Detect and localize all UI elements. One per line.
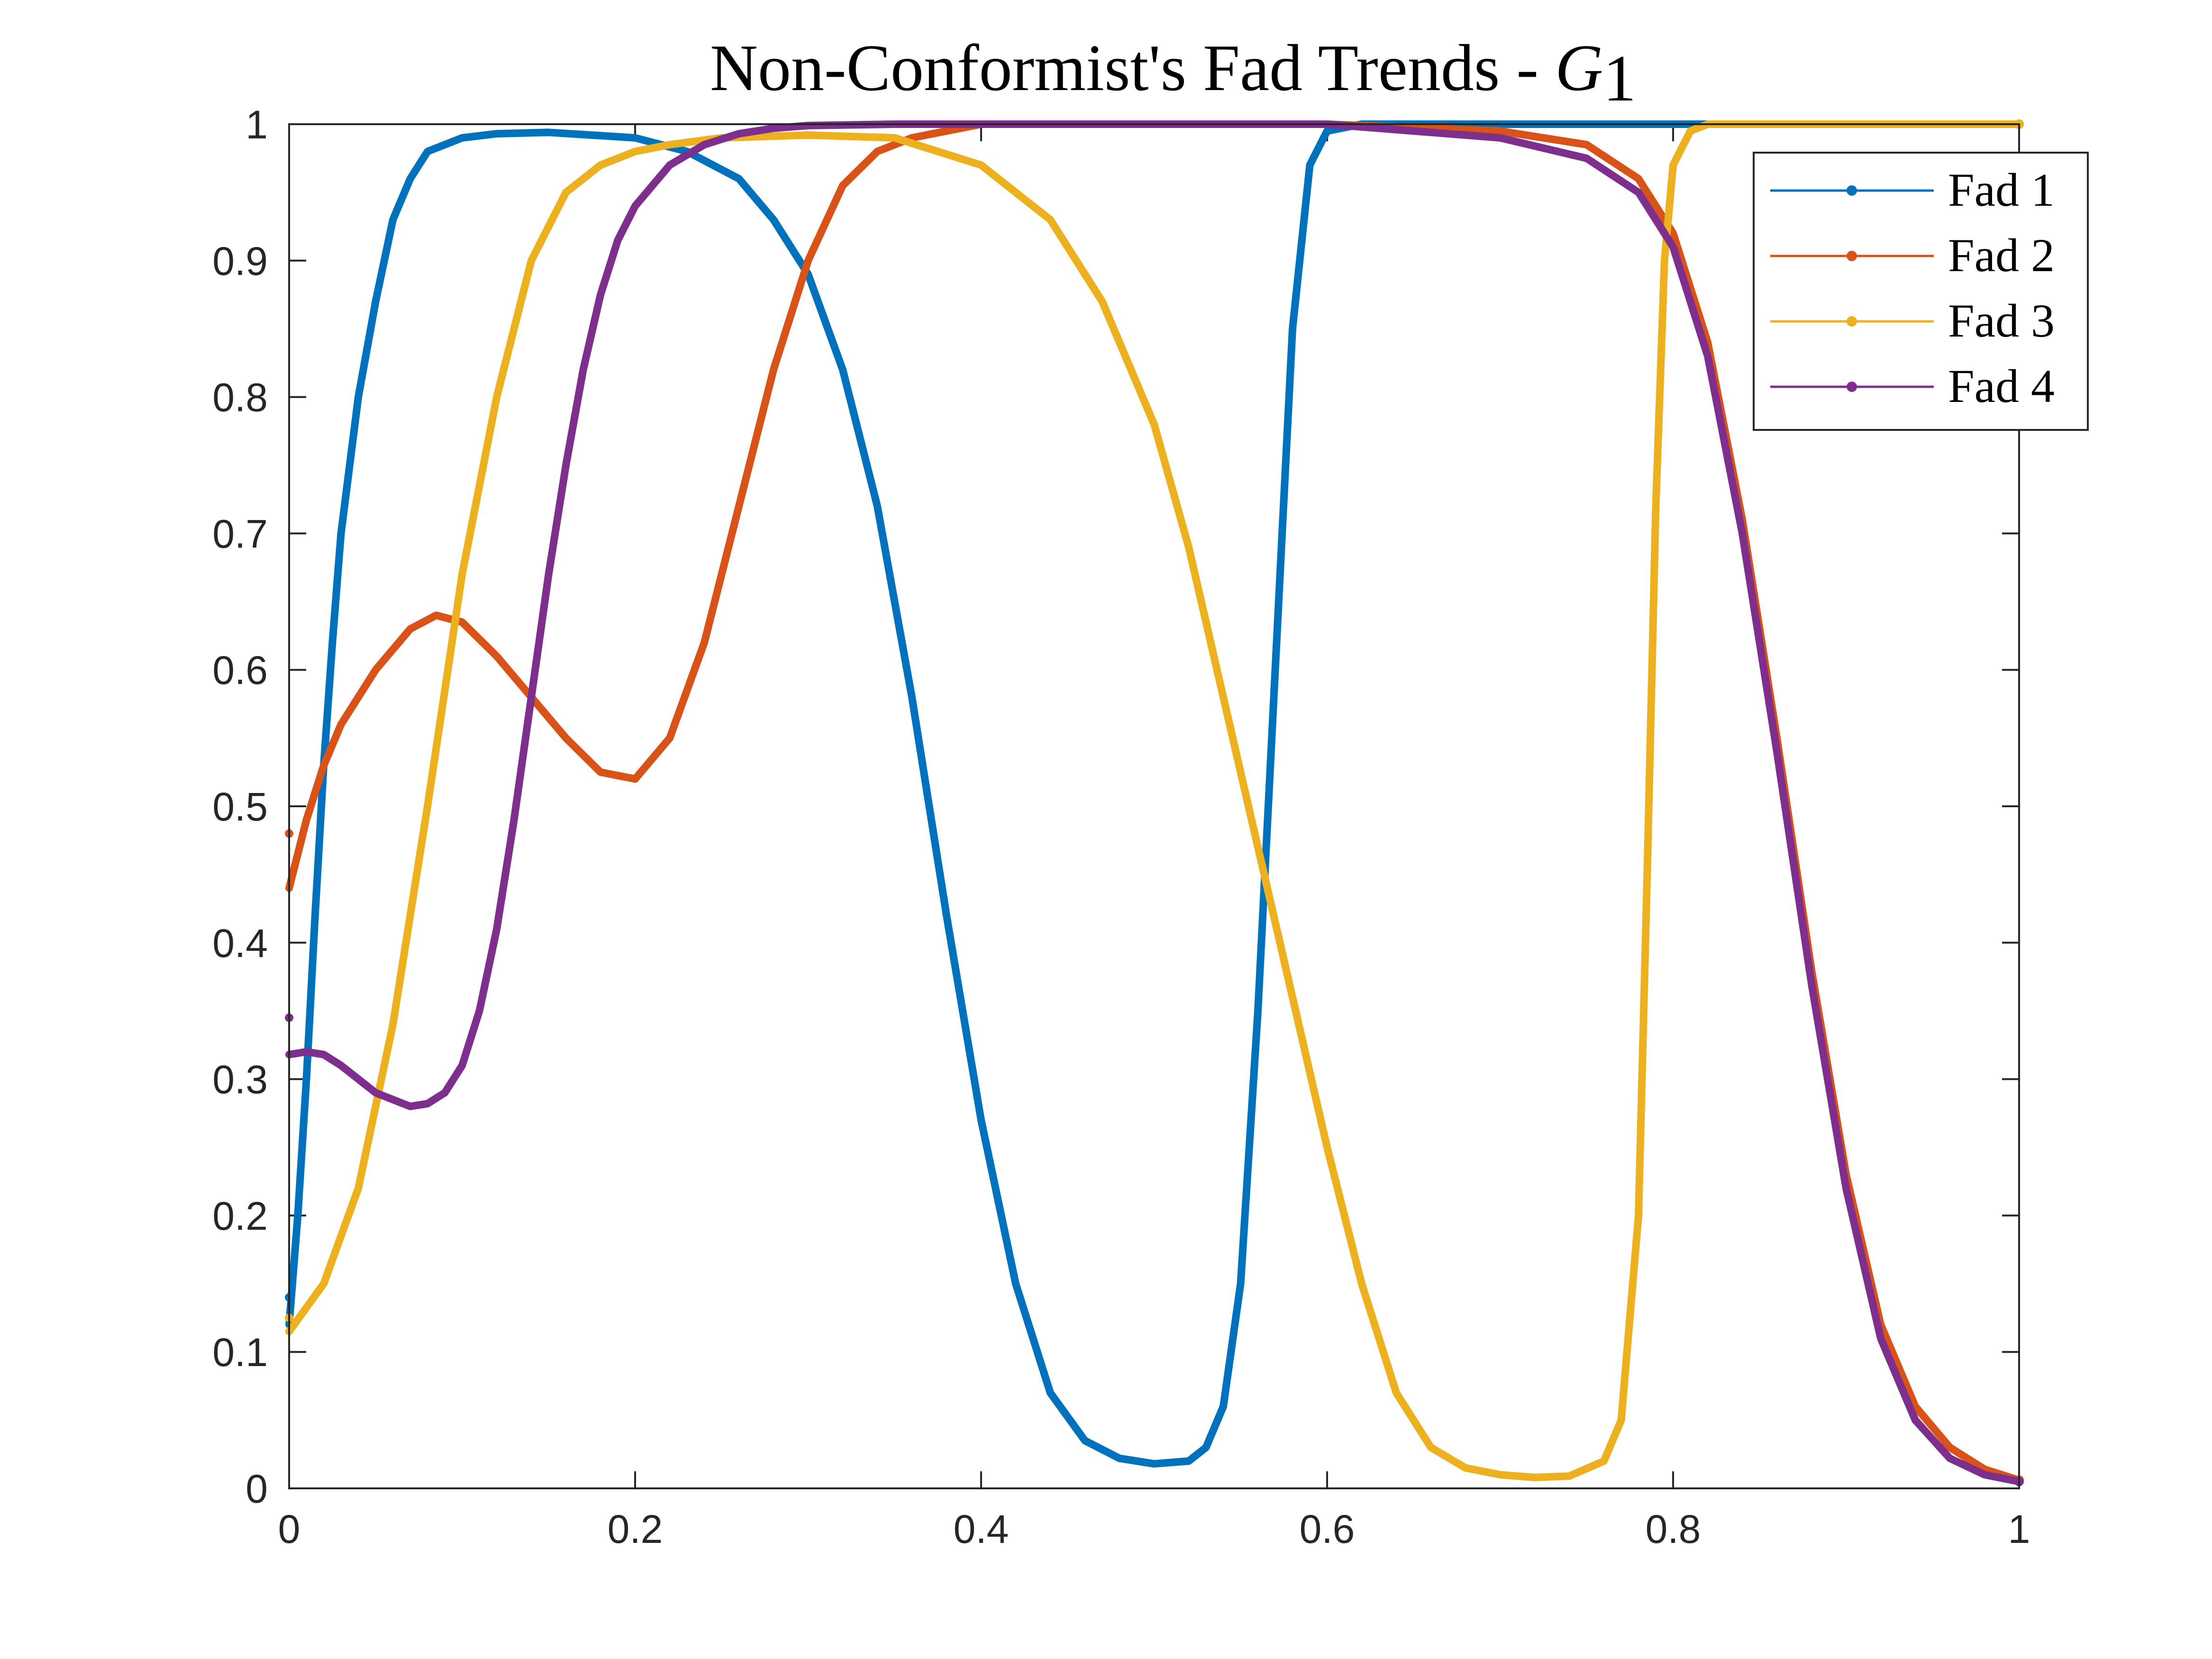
legend-label: Fad 3 <box>1948 294 2055 347</box>
series-line-fad-4 <box>285 120 2023 1486</box>
x-tick-label: 0.4 <box>954 1507 1009 1551</box>
series-line-fad-3 <box>285 120 2023 1481</box>
series-group <box>285 119 2024 1486</box>
x-tick-label: 0 <box>278 1507 300 1551</box>
y-tick-label: 0.9 <box>212 239 268 283</box>
plot-frame <box>288 123 2020 1489</box>
legend: Fad 1 Fad 2 Fad 3 Fad 4 <box>1753 152 2089 431</box>
legend-label: Fad 2 <box>1948 229 2055 282</box>
legend-box <box>1753 152 2089 431</box>
y-tick-label: 0.8 <box>212 375 268 420</box>
chart-title-subscript: 1 <box>1603 42 1636 115</box>
x-tick-label: 0.2 <box>608 1507 663 1551</box>
chart-title-text: Non-Conformist's Fad Trends - <box>710 31 1555 105</box>
legend-swatch-marker <box>1847 382 1857 392</box>
y-tick-label: 0.4 <box>212 921 268 966</box>
legend-swatch-marker <box>1847 185 1857 196</box>
y-tick-label: 1 <box>246 102 268 147</box>
legend-swatch-marker <box>1847 251 1857 261</box>
y-tick-label: 0.1 <box>212 1330 268 1375</box>
x-tick-label: 0.8 <box>1646 1507 1701 1551</box>
y-tick-label: 0.7 <box>212 511 268 556</box>
legend-swatch-marker <box>1847 316 1857 327</box>
legend-label: Fad 4 <box>1948 360 2055 412</box>
chart-title-symbol: G <box>1555 31 1603 105</box>
chart-title: Non-Conformist's Fad Trends - G1 <box>710 31 1636 115</box>
y-tick-label: 0.3 <box>212 1057 268 1102</box>
tick-labels: 0 0.2 0.4 0.6 0.8 1 0 0.1 0.2 0.3 0.4 0.5 0.6 0.7 0.8 0… <box>212 102 2030 1551</box>
y-tick-label: 0.5 <box>212 784 268 829</box>
series-line-fad-1 <box>285 120 2023 1468</box>
plot-area: 0 0.2 0.4 0.6 0.8 1 0 0.1 0.2 0.3 0.4 0.5 0.6 0.7 0.8 0… <box>212 102 2030 1551</box>
x-tick-label: 0.6 <box>1300 1507 1355 1551</box>
legend-label: Fad 1 <box>1948 164 2055 216</box>
y-tick-label: 0.6 <box>212 648 268 693</box>
x-tick-label: 1 <box>2008 1507 2030 1551</box>
y-tick-label: 0.2 <box>212 1194 268 1238</box>
y-tick-label: 0 <box>246 1467 268 1511</box>
